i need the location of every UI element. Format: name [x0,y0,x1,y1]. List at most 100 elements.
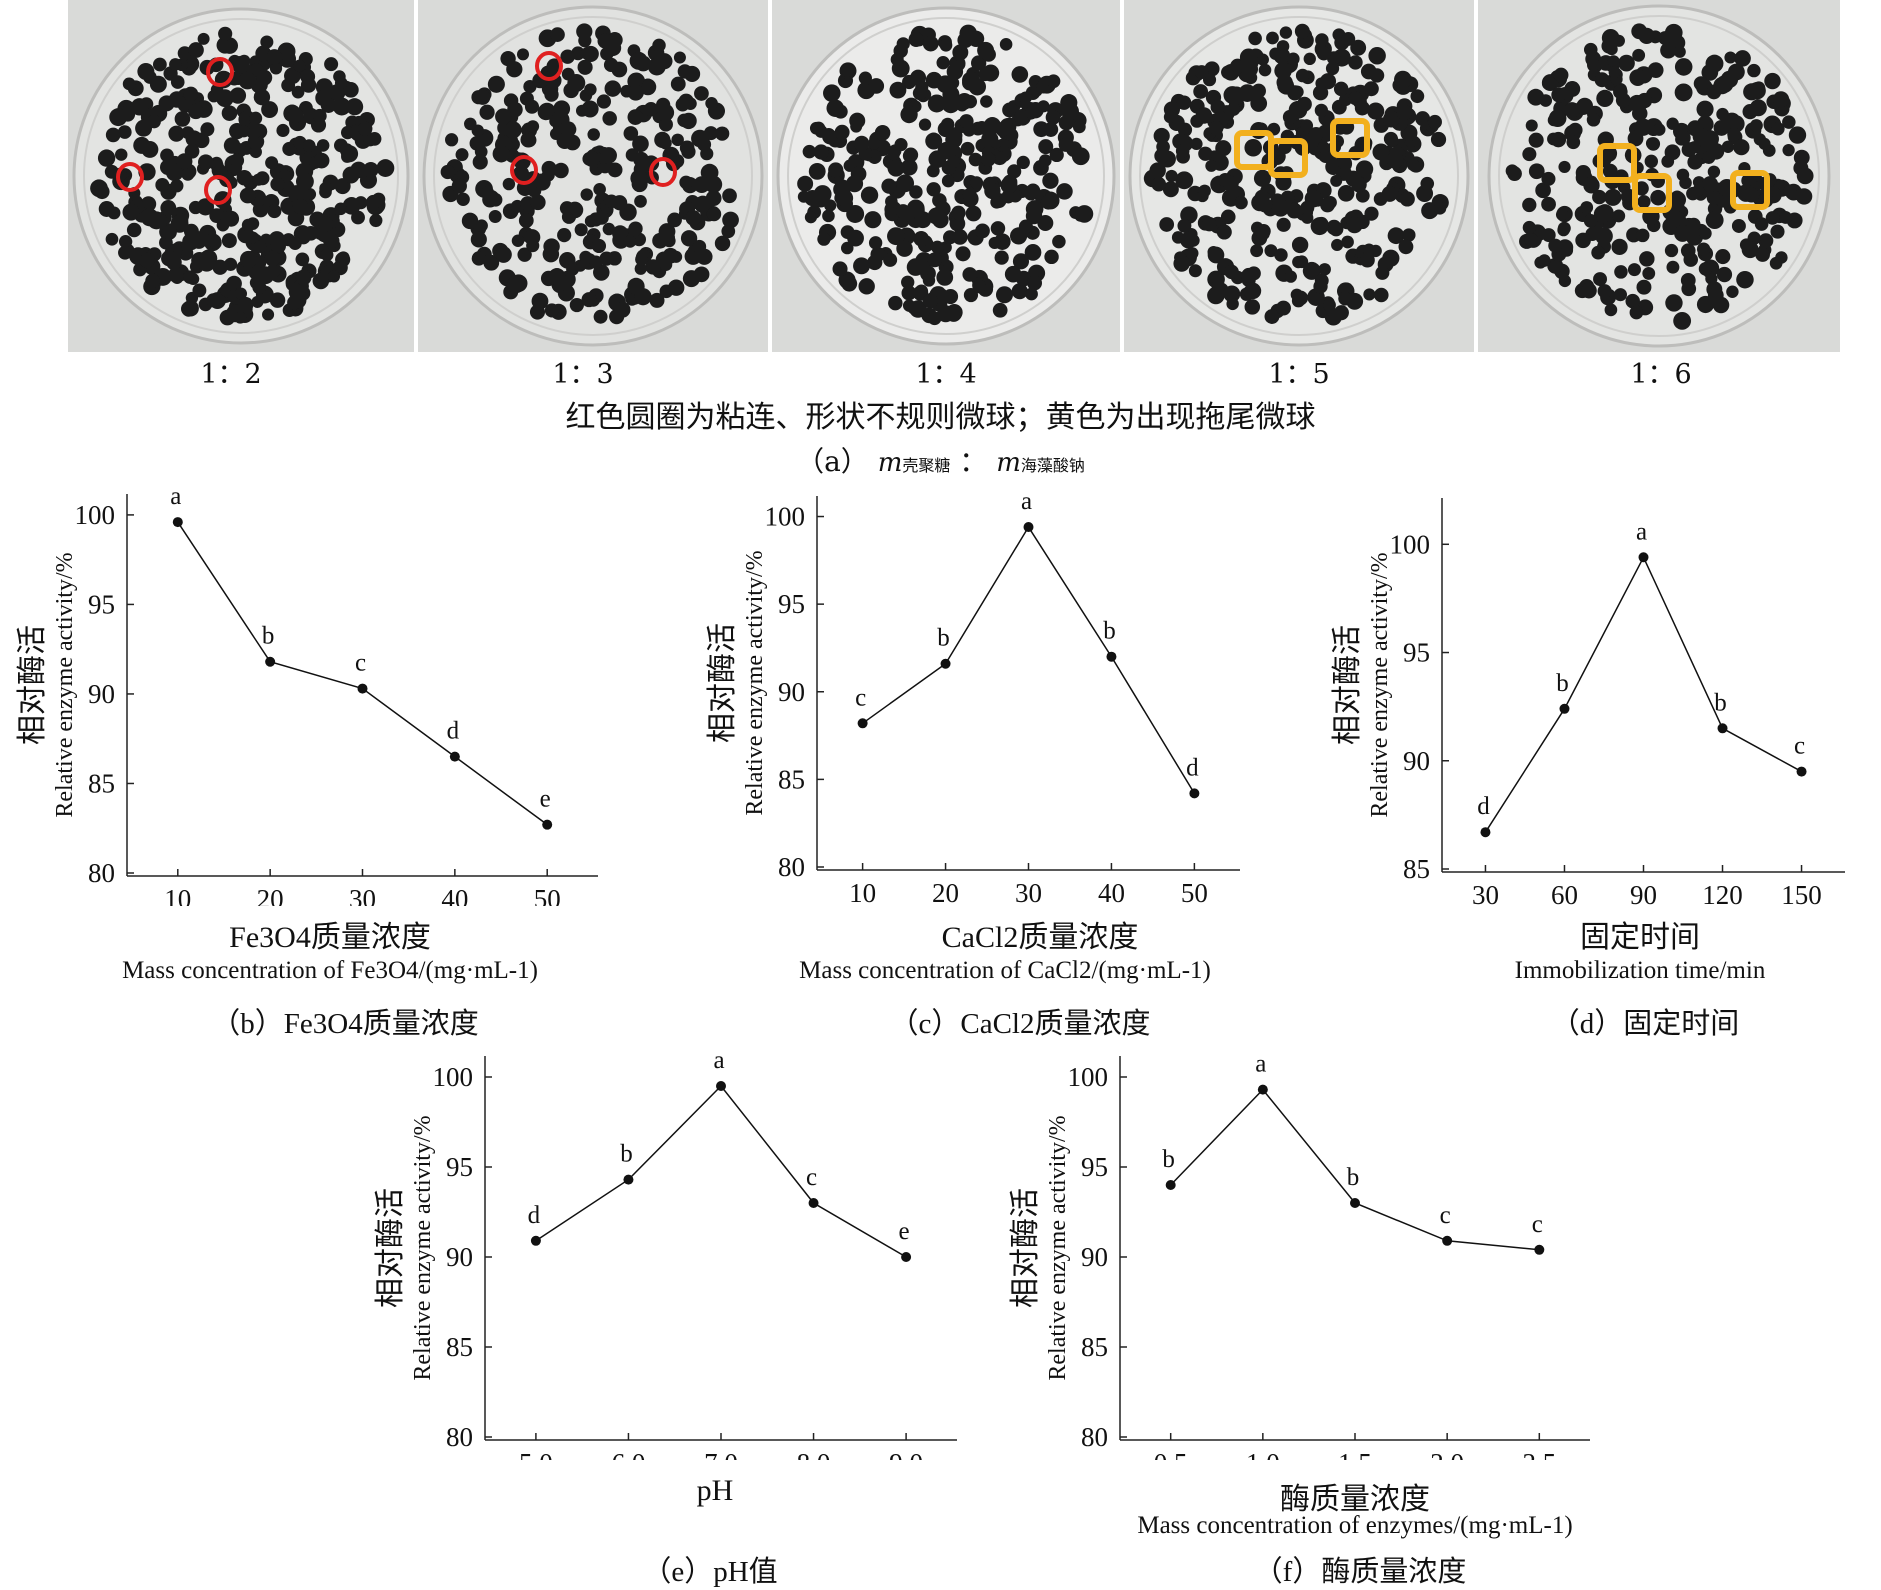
microsphere [209,208,225,224]
microsphere [1795,188,1813,205]
chart-c-caption-main: CaCl2质量浓度 [960,1008,1151,1040]
microsphere [587,128,600,141]
microsphere [1205,159,1218,172]
microsphere [176,153,193,170]
microsphere [369,213,383,228]
irregular-microsphere-marker [116,162,144,192]
microsphere [705,97,718,110]
microsphere [896,37,910,51]
significance-letter: b [1714,689,1727,716]
x-tick-label: 0.5 [1154,1448,1188,1460]
microsphere [611,195,628,211]
microsphere [261,101,279,118]
microsphere [941,174,955,188]
microsphere [1674,224,1692,242]
microsphere [849,112,866,129]
microsphere [1636,279,1652,295]
microsphere [883,252,898,267]
microsphere [1558,160,1571,174]
microsphere [1522,220,1536,235]
microsphere [1220,209,1236,225]
microsphere [906,258,925,276]
significance-letter: b [1556,670,1569,697]
microsphere [302,139,316,153]
y-axis-label-en: Relative enzyme activity/% [52,552,78,817]
microsphere [319,181,333,195]
microsphere [1226,297,1239,311]
microsphere [463,117,477,131]
microsphere [1177,218,1192,233]
microsphere [1727,127,1741,141]
microsphere [537,103,555,121]
ratio-label-1-5: 1：5 [1268,359,1330,390]
microsphere [887,147,901,161]
microsphere [1025,200,1044,218]
microsphere [249,111,263,125]
microsphere [1333,81,1349,97]
chart-d-xlabel-zh: 固定时间 [1580,921,1700,954]
microsphere [1607,55,1620,68]
chart-b-xlabel-zh: Fe3O4质量浓度 [150,912,510,956]
microsphere [1608,66,1621,79]
microsphere [580,188,593,201]
microsphere [223,210,240,227]
microsphere [1320,197,1335,213]
microsphere [1733,139,1750,156]
microsphere [115,148,128,161]
microsphere [603,57,619,73]
microsphere [1772,91,1790,108]
microsphere [706,206,722,222]
microsphere [1779,210,1793,224]
microsphere [1012,253,1030,270]
microsphere [168,125,185,142]
microsphere [341,150,354,163]
microsphere [313,152,330,169]
microsphere [679,140,695,156]
microsphere [234,287,248,300]
microsphere [276,123,290,137]
microsphere [226,275,242,292]
microsphere [930,240,944,254]
data-point [1638,552,1649,563]
microsphere [960,141,975,156]
microsphere [97,149,116,167]
microsphere [1248,31,1262,46]
microsphere [623,126,639,141]
microsphere [1613,288,1627,302]
microsphere [1341,235,1354,249]
microsphere [1274,248,1288,262]
microsphere [574,223,588,237]
microsphere [471,251,487,266]
microsphere [868,236,883,250]
microsphere [182,233,200,251]
x-tick-label: 90 [1630,880,1657,906]
microsphere [1529,165,1543,180]
microsphere [901,275,915,289]
microsphere [925,132,943,150]
microsphere [267,204,282,219]
microsphere [652,38,666,53]
microsphere [813,144,829,160]
microsphere [679,175,693,190]
data-point [542,819,553,830]
microsphere [632,135,649,153]
microsphere [1061,102,1080,121]
microsphere [1686,186,1700,201]
dish-inner-rim [1498,15,1820,337]
y-axis-label-zh: 相对酶活 [374,1188,407,1308]
significance-letter: d [528,1202,541,1229]
microsphere [287,185,306,203]
microsphere [1666,260,1680,274]
chart-d-caption: （d）固定时间 [1480,1000,1810,1042]
data-point [1350,1198,1360,1208]
microsphere [1644,154,1658,169]
microsphere [1337,154,1352,170]
data-point [1023,522,1034,533]
microsphere [1300,119,1314,133]
microsphere [1566,135,1581,150]
microsphere [1154,148,1170,164]
microsphere [927,311,942,326]
microsphere [1707,165,1721,179]
microsphere [253,88,271,106]
y-axis-label-zh: 相对酶活 [1009,1188,1042,1308]
